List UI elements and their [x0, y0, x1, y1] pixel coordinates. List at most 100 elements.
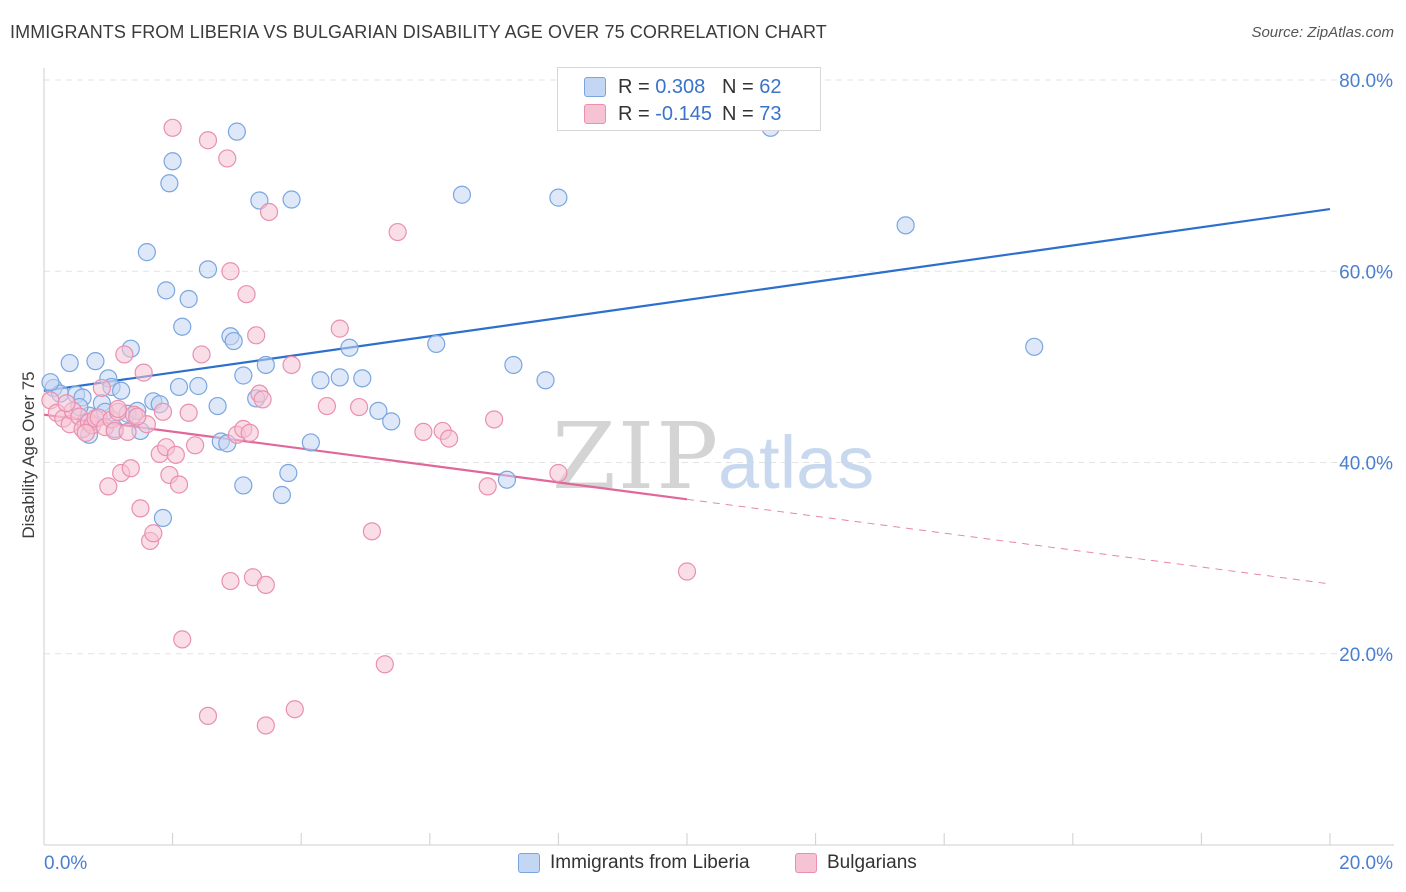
bulgarians-point [153, 402, 173, 421]
y-tick-label: 20.0% [1339, 645, 1393, 666]
liberia-point [224, 331, 243, 351]
legend-item-liberia[interactable]: Immigrants from Liberia [518, 852, 750, 874]
bulgarians-point [256, 716, 275, 735]
liberia-point [86, 352, 105, 371]
liberia-legend-swatch [518, 853, 540, 873]
bulgarians-point [192, 345, 211, 364]
bulgarians-point [375, 655, 394, 674]
liberia-point [536, 371, 555, 390]
bulgarians-point [478, 477, 497, 496]
liberia-point [279, 463, 298, 483]
stats-legend: R = 0.308 N = 62 R = -0.145 N = 73 [557, 67, 821, 131]
liberia-point [301, 433, 320, 452]
bulgarians-point [282, 355, 301, 375]
liberia-point [157, 281, 176, 300]
liberia-point [382, 412, 401, 431]
bulgarians-point [253, 390, 272, 409]
liberia-point [179, 289, 198, 309]
bulgarians-point [121, 459, 140, 478]
bulgarians-point [99, 477, 118, 496]
liberia-point [549, 188, 568, 207]
x-tick-label: 20.0% [1339, 853, 1393, 874]
bulgarians-point [330, 319, 349, 338]
bulgarians-point [198, 706, 218, 726]
bulgarians-point [485, 410, 504, 429]
liberia-point [282, 190, 301, 209]
series-legend: Immigrants from Liberia Bulgarians [0, 852, 1406, 878]
liberia-point [1025, 337, 1044, 356]
liberia-swatch [584, 77, 606, 97]
bulgarians-point [362, 522, 382, 541]
bulgarians-point [221, 571, 240, 591]
n-value-liberia: 62 [759, 75, 782, 98]
tick-labels: 20.0% 40.0% 60.0% 80.0% 0.0% 20.0% [44, 71, 1393, 874]
y-tick-label: 60.0% [1339, 262, 1393, 283]
chart-title: IMMIGRANTS FROM LIBERIA VS BULGARIAN DIS… [10, 22, 827, 42]
legend-item-bulgarians[interactable]: Bulgarians [795, 852, 917, 874]
r-value-liberia: 0.308 [655, 75, 706, 98]
liberia-point [353, 369, 372, 388]
bulgarians-point [221, 262, 240, 281]
liberia-point [427, 334, 446, 354]
x-tick-label: 0.0% [44, 853, 87, 874]
bulgarians-point [285, 700, 304, 719]
r-value-bulgarians: -0.145 [655, 102, 712, 125]
liberia-trend-line [43, 208, 1331, 392]
bulgarians-point [247, 326, 266, 345]
bulgarians-point [108, 399, 128, 419]
liberia-point [272, 485, 292, 505]
bulgarians-point [128, 407, 147, 426]
liberia-point [41, 373, 60, 392]
liberia-point [112, 381, 131, 400]
data-points [41, 118, 1044, 735]
bulgarians-point [317, 396, 337, 416]
liberia-point [497, 470, 517, 489]
n-label: N = [722, 75, 754, 98]
liberia-point [896, 216, 915, 235]
bulgarians-point [677, 562, 697, 581]
source-note: Source: ZipAtlas.com [1251, 24, 1394, 41]
stats-legend-row-liberia: R = 0.308 N = 62 [584, 75, 782, 99]
bulgarians-swatch [584, 104, 606, 124]
bulgarians-trend-extension [686, 498, 1331, 585]
y-tick-label: 40.0% [1339, 454, 1393, 475]
bulgarians-point [169, 475, 189, 494]
bulgarians-point [240, 423, 259, 442]
bulgarians-point [76, 423, 95, 442]
bulgarians-point [256, 575, 275, 595]
bulgarians-point [179, 403, 198, 422]
bulgarians-point [134, 363, 153, 382]
grid-lines [44, 79, 1394, 655]
bulgarians-point [118, 422, 137, 441]
y-tick-label: 80.0% [1339, 71, 1393, 92]
n-label: N = [722, 102, 754, 125]
legend-label-liberia: Immigrants from Liberia [550, 852, 750, 873]
liberia-point [452, 185, 472, 204]
bulgarians-point [115, 345, 134, 364]
liberia-point [60, 353, 79, 373]
bulgarians-point [237, 285, 256, 304]
liberia-point [208, 396, 227, 416]
y-axis-label: Disability Age Over 75 [19, 371, 38, 538]
liberia-point [189, 376, 208, 396]
liberia-point [234, 366, 253, 385]
liberia-point [169, 377, 189, 397]
bulgarians-point [186, 436, 205, 455]
liberia-point [234, 476, 253, 495]
bulgarians-point [166, 445, 185, 464]
bulgarians-legend-swatch [795, 853, 817, 873]
watermark-atlas: atlas [718, 421, 874, 504]
liberia-point [340, 338, 359, 357]
liberia-point [160, 174, 179, 193]
r-label: R = [618, 102, 650, 125]
liberia-point [504, 355, 523, 375]
liberia-point [153, 508, 173, 528]
bulgarians-point [144, 524, 163, 543]
bulgarians-point [131, 499, 150, 518]
bulgarians-point [259, 202, 279, 222]
bulgarians-point [163, 118, 182, 137]
legend-label-bulgarians: Bulgarians [827, 852, 917, 873]
bulgarians-point [349, 397, 369, 417]
liberia-point [163, 152, 182, 171]
